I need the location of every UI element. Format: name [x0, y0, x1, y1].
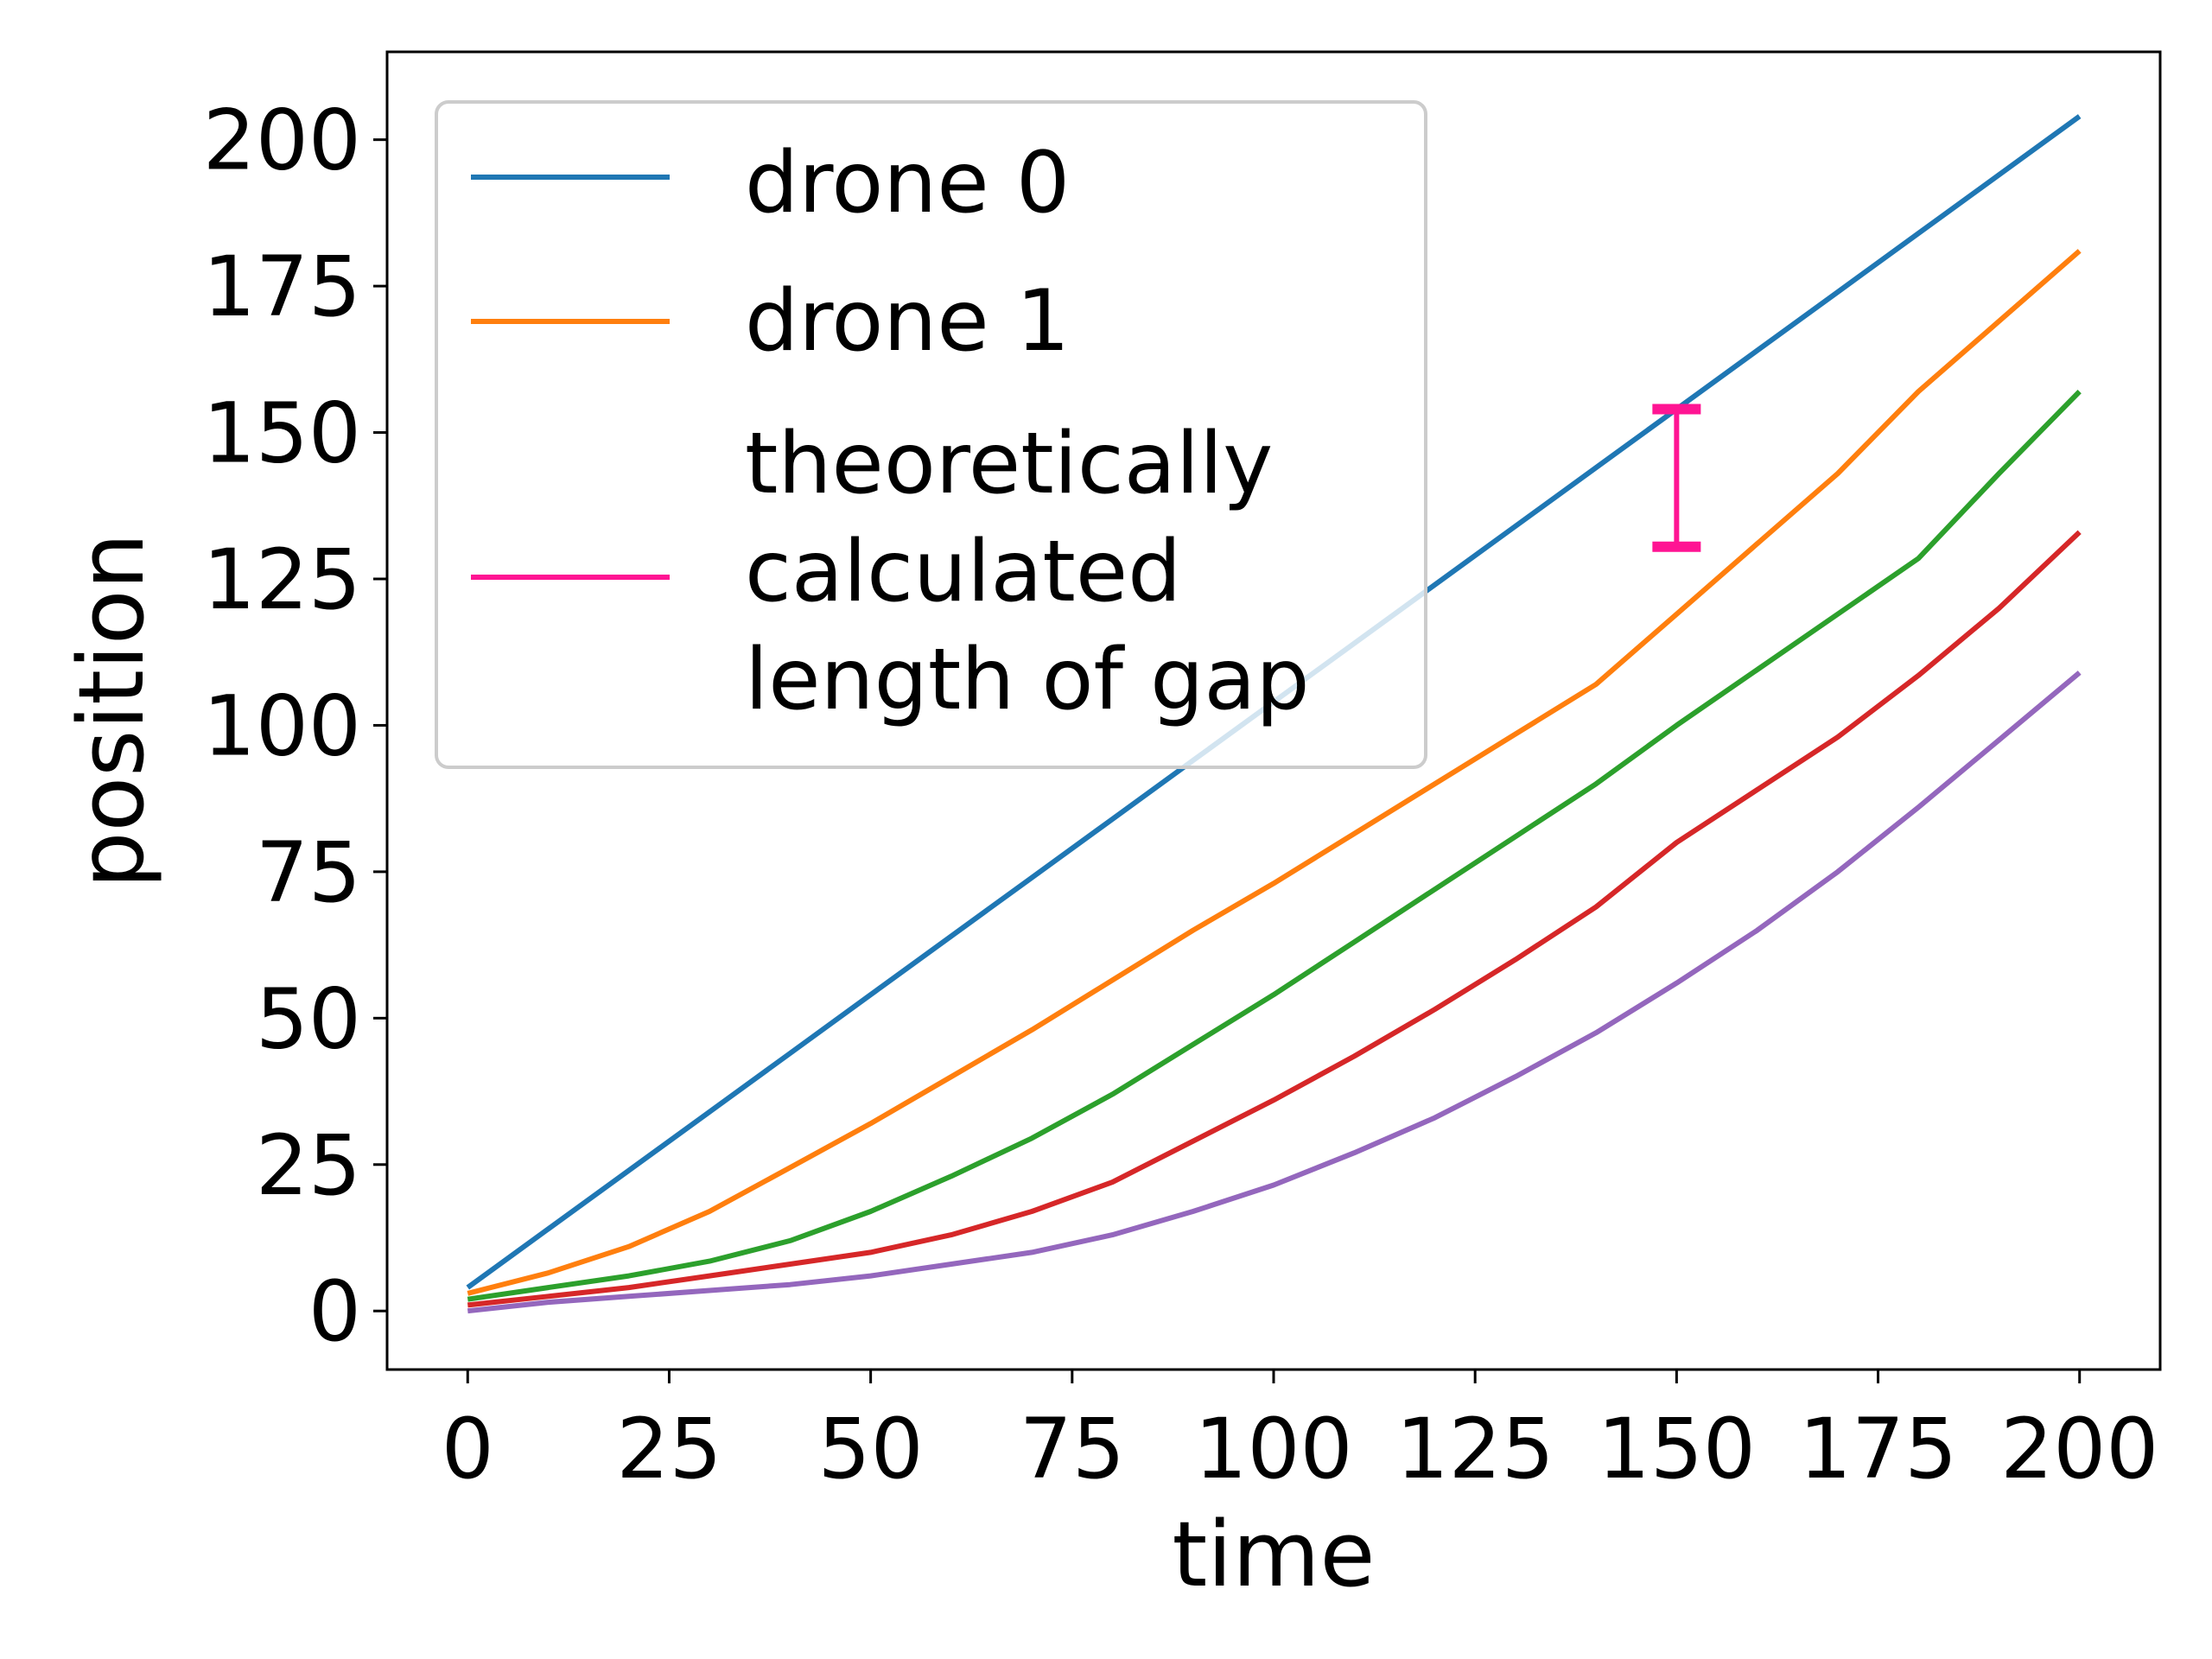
x-tick-label: 100	[1194, 1401, 1352, 1497]
x-tick-label: 150	[1598, 1401, 1756, 1497]
y-tick-label: 200	[203, 92, 361, 189]
legend-label: drone 0	[745, 134, 1070, 232]
legend-label: calculated	[745, 523, 1181, 621]
series-line-4	[467, 671, 2082, 1314]
x-axis: 0 25 50 75 100 125 150 175 200	[442, 1370, 2158, 1497]
series-line-2	[467, 389, 2082, 1302]
series-line-3	[467, 530, 2082, 1308]
x-tick-label: 50	[818, 1401, 924, 1497]
y-tick-label: 25	[256, 1117, 361, 1214]
x-tick-label: 25	[616, 1401, 721, 1497]
y-axis-label: position	[59, 533, 164, 889]
legend-label: theoretically	[745, 415, 1273, 513]
series-line-1	[467, 249, 2082, 1296]
x-tick-label: 175	[1799, 1401, 1957, 1497]
x-tick-label: 125	[1396, 1401, 1554, 1497]
x-tick-label: 0	[442, 1401, 494, 1497]
x-tick-label: 200	[2000, 1401, 2158, 1497]
legend-label: drone 1	[745, 272, 1070, 371]
x-axis-label: time	[1173, 1502, 1376, 1607]
y-tick-label: 150	[203, 385, 361, 482]
x-tick-label: 75	[1020, 1401, 1125, 1497]
legend-box	[435, 100, 1427, 769]
y-tick-label: 100	[203, 677, 361, 774]
series-lines	[466, 114, 2082, 1314]
y-tick-label: 75	[256, 824, 361, 921]
y-tick-label: 125	[203, 531, 361, 628]
legend-label: length of gap	[745, 631, 1310, 729]
y-tick-label: 0	[308, 1263, 361, 1360]
y-axis: 0 25 50 75 100 125 150 175 200	[203, 92, 387, 1360]
y-tick-label: 175	[203, 238, 361, 335]
legend: drone 0 drone 1 theoretically calculated len…	[435, 100, 1427, 769]
y-tick-label: 50	[256, 970, 361, 1067]
gap-annotation	[1652, 404, 1701, 552]
